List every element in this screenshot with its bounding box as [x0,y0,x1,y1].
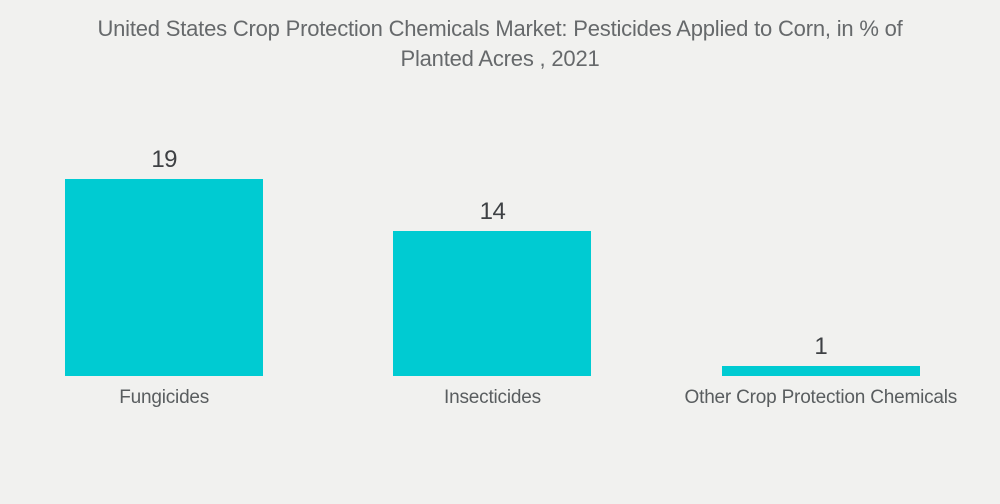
bars-row: 19 14 1 [0,148,985,376]
bar-column-other-crop-protection-chemicals: 1 [657,332,985,376]
bar-column-insecticides: 14 [328,197,656,376]
bar-other-crop-protection-chemicals [721,365,920,376]
bar-column-fungicides: 19 [0,148,328,376]
chart-title-line-1: United States Crop Protection Chemicals … [97,16,903,41]
category-label-insecticides: Insecticides [444,387,541,408]
bar-insecticides [393,230,592,376]
value-label-insecticides: 14 [479,197,506,225]
category-label-fungicides: Fungicides [119,387,210,408]
category-label-other-crop-protection-chemicals: Other Crop Protection Chemicals [684,387,958,408]
category-labels-row: Fungicides Insecticides Other Crop Prote… [0,376,985,409]
plot-area: 19 14 1 Fungicides Insecticides Other Cr… [0,148,985,409]
bar-fungicides [65,179,264,376]
value-label-other-crop-protection-chemicals: 1 [814,332,828,360]
chart-title-line-2: Planted Acres , 2021 [400,46,600,71]
value-label-fungicides: 19 [151,146,178,173]
chart-title: United States Crop Protection Chemicals … [0,0,1000,74]
